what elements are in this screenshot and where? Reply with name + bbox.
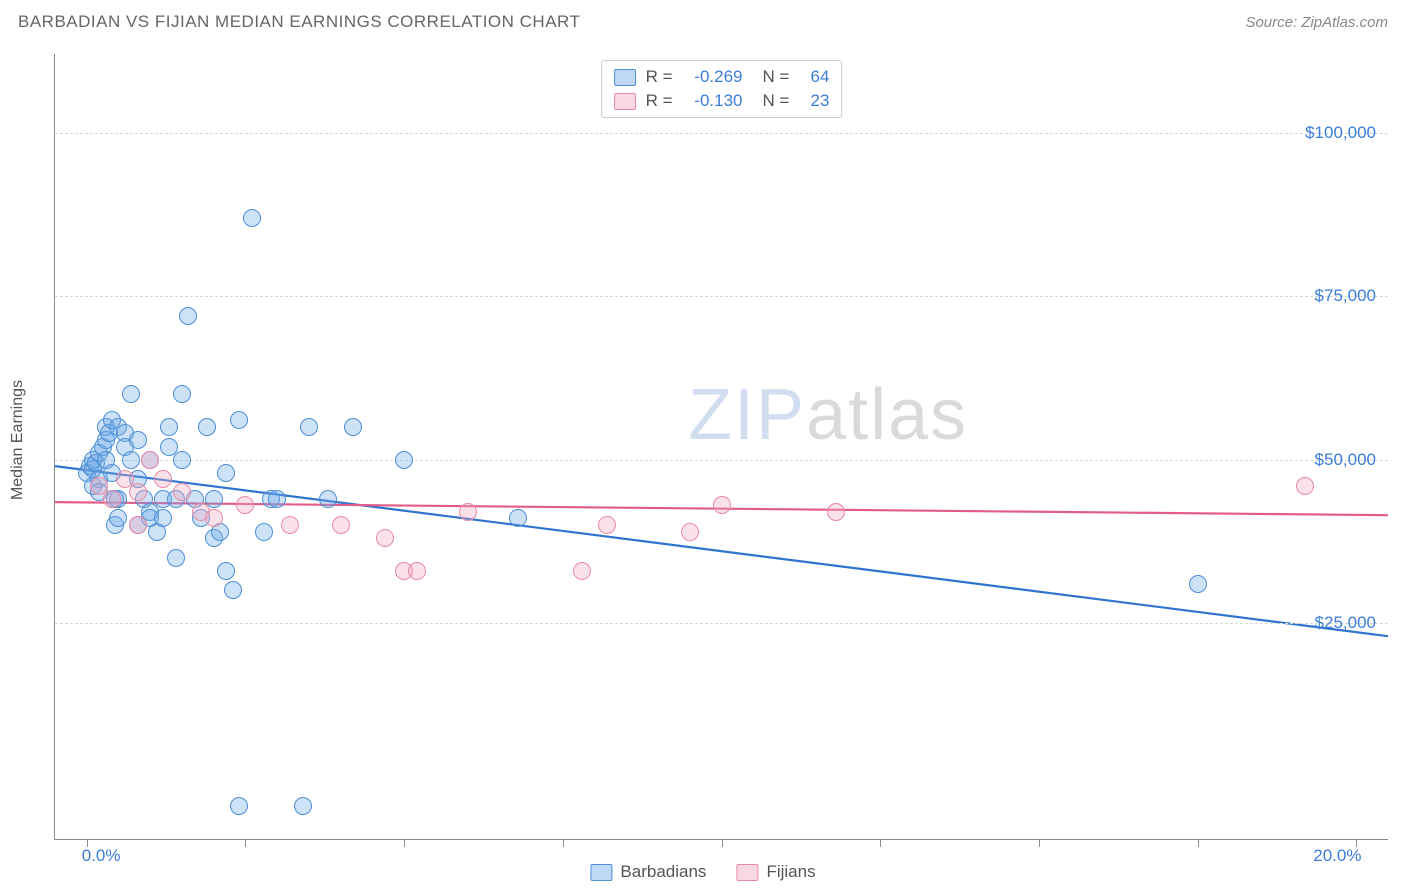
- legend-swatch: [590, 864, 612, 881]
- data-point: [224, 581, 242, 599]
- data-point: [713, 496, 731, 514]
- trend-line: [55, 466, 1388, 636]
- legend-swatch: [736, 864, 758, 881]
- series-swatch: [614, 69, 636, 86]
- data-point: [332, 516, 350, 534]
- r-label: R =: [646, 67, 673, 87]
- data-point: [281, 516, 299, 534]
- n-label: N =: [763, 91, 790, 111]
- data-point: [129, 516, 147, 534]
- data-point: [173, 451, 191, 469]
- gridline: [55, 296, 1388, 297]
- legend-item: Fijians: [736, 862, 815, 882]
- data-point: [319, 490, 337, 508]
- x-tick: [404, 839, 405, 847]
- data-point: [376, 529, 394, 547]
- data-point: [395, 451, 413, 469]
- data-point: [179, 307, 197, 325]
- x-tick: [722, 839, 723, 847]
- data-point: [129, 483, 147, 501]
- data-point: [217, 464, 235, 482]
- data-point: [122, 451, 140, 469]
- chart-plot-area: ZIPatlas R =-0.269N =64R =-0.130N =23 $2…: [54, 54, 1388, 840]
- x-tick: [563, 839, 564, 847]
- data-point: [167, 549, 185, 567]
- gridline: [55, 460, 1388, 461]
- data-point: [681, 523, 699, 541]
- gridline: [55, 133, 1388, 134]
- x-tick-label: 20.0%: [1313, 846, 1361, 866]
- data-point: [344, 418, 362, 436]
- data-point: [268, 490, 286, 508]
- x-tick-label: 0.0%: [82, 846, 121, 866]
- data-point: [154, 470, 172, 488]
- data-point: [103, 490, 121, 508]
- data-point: [154, 509, 172, 527]
- x-tick: [1039, 839, 1040, 847]
- data-point: [141, 451, 159, 469]
- trend-lines: [55, 54, 1388, 839]
- data-point: [173, 385, 191, 403]
- legend: Barbadians Fijians: [590, 862, 815, 882]
- data-point: [243, 209, 261, 227]
- data-point: [509, 509, 527, 527]
- data-point: [573, 562, 591, 580]
- data-point: [230, 411, 248, 429]
- data-point: [408, 562, 426, 580]
- data-point: [109, 509, 127, 527]
- legend-label: Barbadians: [620, 862, 706, 882]
- y-axis-label: Median Earnings: [9, 380, 27, 500]
- data-point: [217, 562, 235, 580]
- data-point: [1296, 477, 1314, 495]
- data-point: [122, 385, 140, 403]
- n-label: N =: [763, 67, 790, 87]
- header: BARBADIAN VS FIJIAN MEDIAN EARNINGS CORR…: [0, 0, 1406, 40]
- y-tick-label: $25,000: [1315, 613, 1376, 633]
- n-value: 64: [799, 67, 829, 87]
- y-tick-label: $100,000: [1305, 123, 1376, 143]
- y-tick-label: $75,000: [1315, 286, 1376, 306]
- x-tick: [245, 839, 246, 847]
- data-point: [160, 418, 178, 436]
- data-point: [173, 483, 191, 501]
- stats-row: R = -0.269 N = 64: [614, 65, 830, 89]
- source-label: Source: ZipAtlas.com: [1245, 14, 1388, 31]
- r-value: -0.269: [683, 67, 743, 87]
- data-point: [827, 503, 845, 521]
- n-value: 23: [799, 91, 829, 111]
- data-point: [459, 503, 477, 521]
- x-tick: [1198, 839, 1199, 847]
- data-point: [129, 431, 147, 449]
- r-value: -0.130: [683, 91, 743, 111]
- data-point: [598, 516, 616, 534]
- data-point: [300, 418, 318, 436]
- stats-row: R = -0.130 N = 23: [614, 89, 830, 113]
- x-tick: [880, 839, 881, 847]
- gridline: [55, 623, 1388, 624]
- chart-title: BARBADIAN VS FIJIAN MEDIAN EARNINGS CORR…: [18, 12, 580, 32]
- stats-panel: R = -0.269 N = 64 R = -0.130 N = 23: [601, 60, 843, 118]
- y-tick-label: $50,000: [1315, 450, 1376, 470]
- data-point: [255, 523, 273, 541]
- data-point: [205, 509, 223, 527]
- data-point: [1189, 575, 1207, 593]
- data-point: [236, 496, 254, 514]
- series-swatch: [614, 93, 636, 110]
- r-label: R =: [646, 91, 673, 111]
- data-point: [294, 797, 312, 815]
- data-point: [198, 418, 216, 436]
- legend-label: Fijians: [766, 862, 815, 882]
- data-point: [230, 797, 248, 815]
- legend-item: Barbadians: [590, 862, 706, 882]
